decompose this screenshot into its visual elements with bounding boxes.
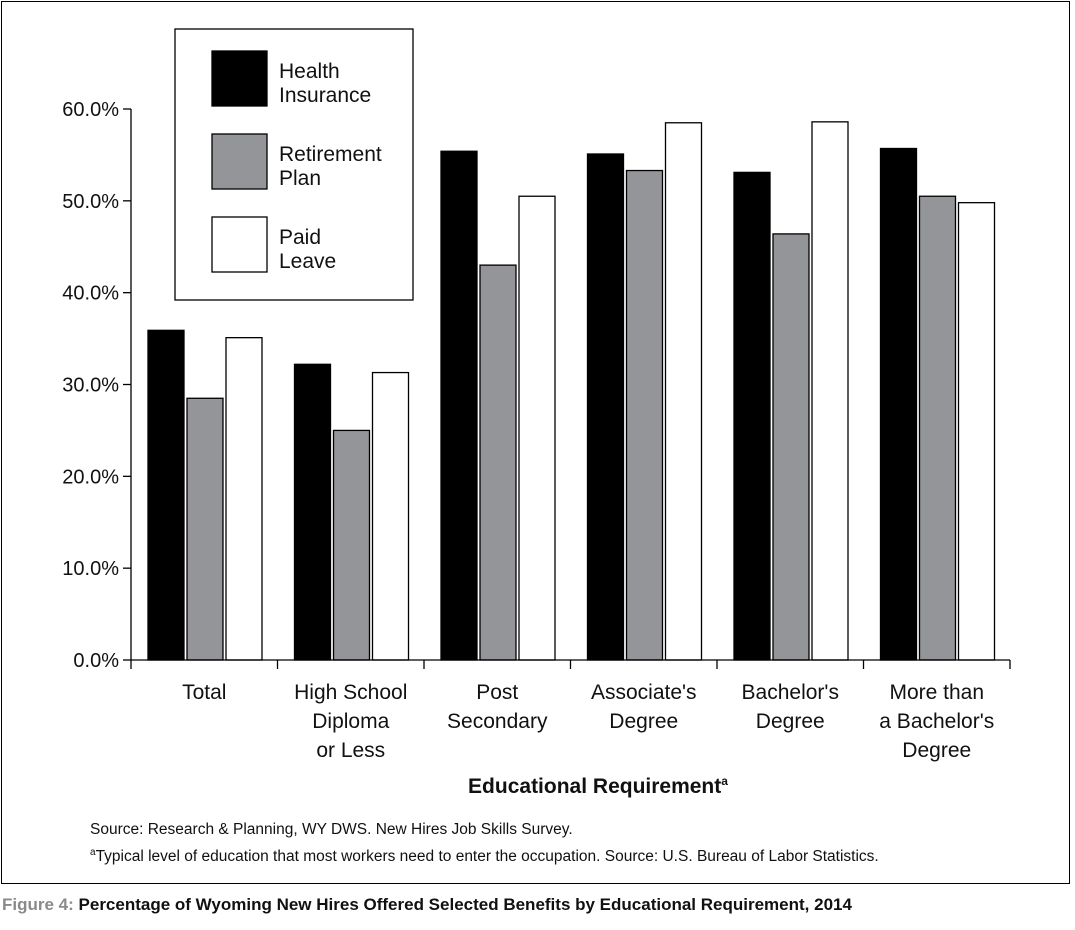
legend-label-line: Plan xyxy=(279,167,321,190)
legend-swatch-2 xyxy=(211,216,268,273)
legend-swatch-1 xyxy=(211,133,268,190)
legend-swatch-0 xyxy=(211,50,268,107)
x-category-label-1: High School Diploma or Less xyxy=(294,681,407,762)
bar-paid-leave-0 xyxy=(225,337,263,661)
figure-title: Percentage of Wyoming New Hires Offered … xyxy=(73,895,852,914)
x-axis-title-superscript: a xyxy=(721,774,728,788)
x-axis-title-text: Educational Requirement xyxy=(468,775,721,798)
x-category-label-5: More than a Bachelor's Degree xyxy=(879,681,994,762)
bar-health-insurance-5 xyxy=(879,147,918,661)
legend-label-line: Health xyxy=(279,60,340,83)
y-tick-label-5: 50.0% xyxy=(62,191,119,213)
x-category-label-line: Degree xyxy=(902,739,971,762)
bar-retirement-plan-2 xyxy=(479,264,517,661)
bar-health-insurance-3 xyxy=(586,153,625,661)
legend-label-line: Insurance xyxy=(279,84,371,107)
bar-health-insurance-0 xyxy=(147,329,185,661)
bar-retirement-plan-0 xyxy=(186,397,224,661)
y-tick-label-3: 30.0% xyxy=(62,375,119,397)
y-tick-label-0: 0.0% xyxy=(73,650,119,672)
bar-retirement-plan-4 xyxy=(772,233,810,661)
y-tick-label-4: 40.0% xyxy=(62,283,119,305)
bar-retirement-plan-5 xyxy=(918,195,957,661)
x-category-label-line: a Bachelor's xyxy=(879,710,994,733)
x-category-label-line: Associate's xyxy=(591,681,697,704)
bar-health-insurance-1 xyxy=(293,363,332,661)
legend-label-line: Paid xyxy=(279,226,321,249)
x-category-label-line: Degree xyxy=(609,710,678,733)
x-category-label-line: Post xyxy=(476,681,518,704)
legend-label-2: Paid Leave xyxy=(279,226,336,273)
chart-frame xyxy=(1,1,1070,884)
x-category-label-line: High School xyxy=(294,681,407,704)
bar-health-insurance-4 xyxy=(733,171,771,661)
figure-number: Figure 4: xyxy=(2,895,74,914)
legend-label-0: Health Insurance xyxy=(279,60,371,107)
x-category-label-line: Secondary xyxy=(447,710,548,733)
bar-paid-leave-3 xyxy=(664,122,703,661)
x-category-label-line: Total xyxy=(182,681,226,704)
x-category-label-4: Bachelor's Degree xyxy=(742,681,839,733)
bar-retirement-plan-3 xyxy=(625,169,664,661)
x-category-label-3: Associate's Degree xyxy=(591,681,697,733)
x-category-label-line: More than xyxy=(889,681,984,704)
x-category-label-0: Total xyxy=(182,681,226,704)
bar-health-insurance-2 xyxy=(440,150,478,661)
x-category-label-line: Degree xyxy=(756,710,825,733)
bar-paid-leave-2 xyxy=(518,195,556,661)
legend-label-line: Retirement xyxy=(279,143,382,166)
legend-label-1: Retirement Plan xyxy=(279,143,382,190)
x-category-label-line: or Less xyxy=(316,739,385,762)
source-note: Source: Research & Planning, WY DWS. New… xyxy=(90,821,573,838)
y-tick-label-1: 10.0% xyxy=(62,558,119,580)
bar-retirement-plan-1 xyxy=(332,429,371,661)
bar-paid-leave-5 xyxy=(957,202,996,661)
x-category-label-line: Diploma xyxy=(312,710,389,733)
x-category-label-line: Bachelor's xyxy=(742,681,839,704)
footnote-mark: a xyxy=(90,847,96,858)
x-category-label-2: Post Secondary xyxy=(447,681,548,733)
y-tick-label-2: 20.0% xyxy=(62,466,119,488)
bar-paid-leave-1 xyxy=(371,371,410,661)
footnote: aTypical level of education that most wo… xyxy=(90,847,879,866)
footnote-text: Typical level of education that most wor… xyxy=(95,848,879,865)
x-axis-title: Educational Requirementa xyxy=(468,774,728,798)
y-tick-label-6: 60.0% xyxy=(62,99,119,121)
bar-paid-leave-4 xyxy=(811,121,849,661)
figure-caption: Figure 4: Percentage of Wyoming New Hire… xyxy=(2,895,852,915)
legend-label-line: Leave xyxy=(279,250,336,273)
